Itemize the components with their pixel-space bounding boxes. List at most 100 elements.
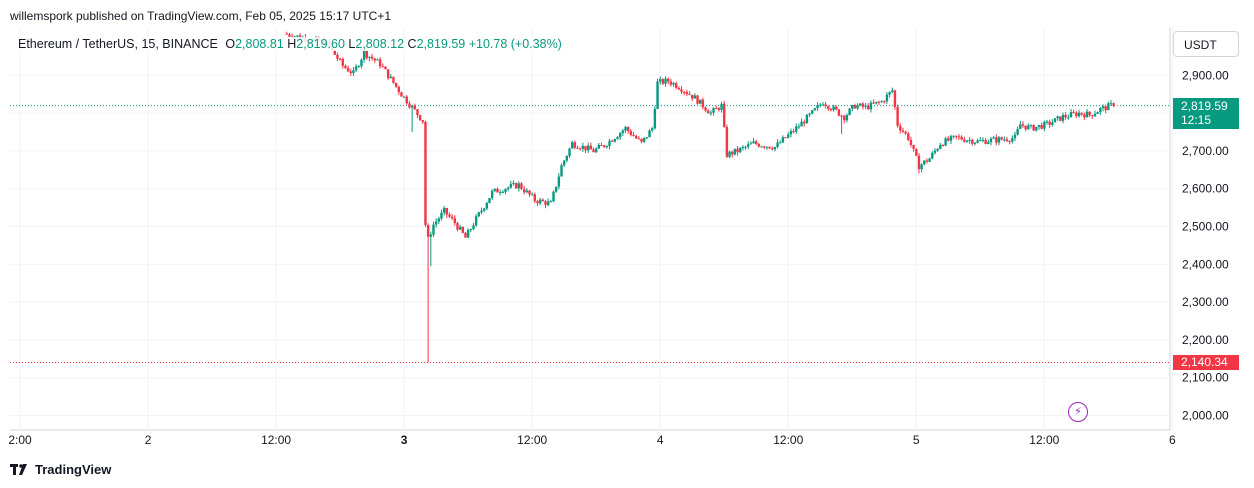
candle-body xyxy=(426,225,430,237)
candle-body xyxy=(477,212,481,217)
lightning-bolt-icon[interactable]: ⚡ xyxy=(1068,402,1088,422)
candle-body xyxy=(469,229,473,231)
candle-body xyxy=(336,54,339,59)
candle-body xyxy=(549,201,553,203)
candle-body xyxy=(642,137,646,142)
candle-body xyxy=(813,108,817,111)
candle-body xyxy=(432,224,435,235)
x-tick-label: 2:00 xyxy=(8,433,32,447)
open-value: 2,808.81 xyxy=(235,37,284,51)
candle-body xyxy=(947,138,950,141)
candle-body xyxy=(1112,103,1115,106)
candle-body xyxy=(912,144,915,149)
candle-body xyxy=(514,183,518,189)
candle-body xyxy=(816,105,819,109)
candle-body xyxy=(763,146,766,148)
candle-body xyxy=(725,126,729,157)
close-value: 2,819.59 xyxy=(416,37,466,51)
candle-body xyxy=(560,165,563,177)
candle-body xyxy=(755,141,758,145)
candle-body xyxy=(1061,115,1065,121)
candle-body xyxy=(640,138,643,142)
candle-body xyxy=(944,138,947,146)
candle-body xyxy=(546,201,550,205)
candle-body xyxy=(973,142,977,144)
candle-body xyxy=(394,82,398,87)
candle-body xyxy=(728,151,731,157)
last-price-tag: 2,819.59 12:15 xyxy=(1173,97,1239,129)
candle-body xyxy=(373,58,376,61)
candle-body xyxy=(920,164,923,170)
candle-body xyxy=(413,105,416,110)
candle-body xyxy=(669,81,673,85)
candle-body xyxy=(760,146,763,148)
candle-body xyxy=(376,59,379,61)
candle-body xyxy=(979,140,982,142)
candle-body xyxy=(629,130,633,135)
candle-body xyxy=(1099,108,1102,113)
tradingview-footer[interactable]: TradingView xyxy=(10,462,111,477)
y-tick-label: 2,400.00 xyxy=(1182,257,1229,271)
candle-body xyxy=(680,89,683,92)
candle-body xyxy=(811,110,814,114)
candle-body xyxy=(720,103,723,110)
candle-body xyxy=(789,130,793,135)
candle-body xyxy=(648,130,651,138)
candle-body xyxy=(853,105,857,109)
x-tick-label: 6 xyxy=(1169,433,1176,447)
candle-body xyxy=(808,113,811,115)
candle-body xyxy=(989,138,993,143)
candle-body xyxy=(1059,116,1062,121)
x-tick-label: 12:00 xyxy=(517,433,547,447)
candle-body xyxy=(837,109,841,116)
candle-body xyxy=(474,216,478,226)
candle-body xyxy=(634,136,638,139)
candle-body xyxy=(429,234,432,237)
candle-body xyxy=(552,191,555,202)
candle-body xyxy=(424,121,427,226)
currency-unit-button[interactable]: USDT xyxy=(1173,31,1239,57)
symbol-label[interactable]: Ethereum / TetherUS, 15, BINANCE xyxy=(18,37,218,51)
candle-body xyxy=(597,144,601,149)
candle-body xyxy=(939,144,942,149)
candle-body xyxy=(843,115,846,121)
reference-lines xyxy=(10,105,1170,363)
candle-body xyxy=(1011,138,1014,142)
candle-body xyxy=(1080,112,1083,115)
candle-body xyxy=(1091,115,1094,117)
y-tick-label: 2,300.00 xyxy=(1182,295,1229,309)
change-value: +10.78 (+0.38%) xyxy=(468,37,562,51)
candle-body xyxy=(925,160,929,162)
candle-body xyxy=(952,135,955,137)
candle-body xyxy=(792,130,795,132)
candle-body xyxy=(288,34,291,37)
candle-body xyxy=(616,137,619,140)
candle-body xyxy=(1053,118,1057,123)
candle-body xyxy=(896,106,899,126)
candle-body xyxy=(1093,113,1097,117)
candle-body xyxy=(402,96,406,98)
candle-body xyxy=(749,143,753,145)
candle-body xyxy=(496,188,499,193)
candle-body xyxy=(771,148,774,150)
candle-body xyxy=(757,144,761,147)
candle-body xyxy=(618,133,622,138)
candle-body xyxy=(621,130,625,134)
candle-body xyxy=(1067,117,1070,119)
candle-body xyxy=(565,155,569,161)
candle-body xyxy=(909,139,913,145)
x-tick-label: 4 xyxy=(657,433,664,447)
y-tick-label: 2,200.00 xyxy=(1182,333,1229,347)
footer-brand: TradingView xyxy=(35,462,112,477)
candle-body xyxy=(378,59,382,67)
candle-body xyxy=(397,86,400,93)
candle-body xyxy=(888,91,891,95)
candle-body xyxy=(533,194,537,202)
low-value: 2,808.12 xyxy=(355,37,405,51)
candle-body xyxy=(602,145,606,147)
candle-body xyxy=(827,106,830,109)
candle-body xyxy=(1075,112,1078,117)
candle-body xyxy=(1064,115,1067,118)
candle-body xyxy=(525,190,529,193)
